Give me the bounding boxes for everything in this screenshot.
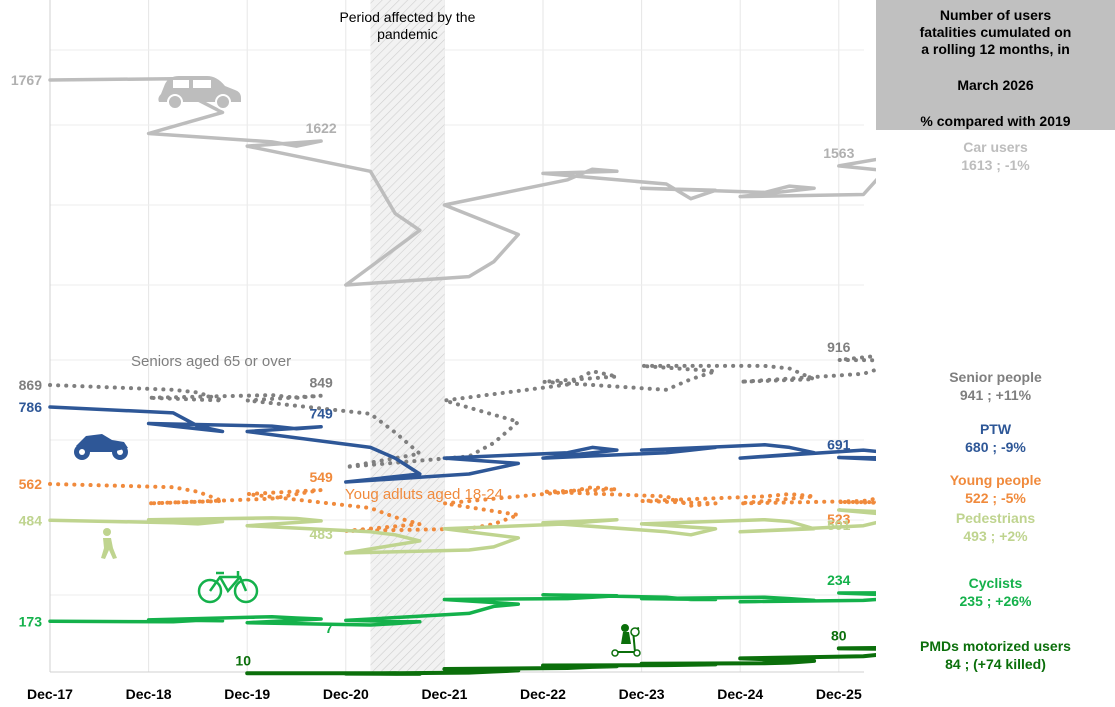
legend-cyclists-name: Cyclists: [968, 575, 1023, 591]
point-label-cyclists: 173: [19, 613, 43, 629]
legend-young-people: Young people 522 ; -5%: [876, 471, 1115, 507]
pandemic-label-line-2: pandemic: [377, 26, 438, 42]
series-line-senior-people: [48, 353, 876, 469]
legend-car-users: Car users 1613 ; -1%: [876, 138, 1115, 174]
point-label-car-users: 1767: [11, 72, 42, 88]
x-tick-labels: Dec-17 Dec-18 Dec-19 Dec-20 Dec-21 Dec-22 Dec-…: [27, 686, 862, 702]
point-labels: 1767 1622 1563 869 849 916 786 749 691 562 549 523 4…: [11, 72, 855, 668]
legend-ptw-detail: 680 ; -9%: [965, 439, 1026, 455]
point-label-senior-people: 849: [309, 375, 333, 391]
bicycle-icon: [197, 571, 259, 604]
series-line-cyclists: [48, 591, 876, 627]
info-panel: Number of users fatalities cumulated on …: [876, 0, 1115, 130]
legend-cyclists: Cyclists 235 ; +26%: [876, 574, 1115, 610]
point-label-young-people: 523: [827, 511, 851, 527]
scooter-icon: [611, 624, 641, 657]
series-line-ptw: [48, 405, 876, 484]
annotation-young-adults: Youg adluts aged 18-24: [345, 486, 503, 503]
x-tick-label: Dec-20: [323, 686, 369, 702]
legend-pedestrians: Pedestrians 493 ; +2%: [876, 509, 1115, 545]
x-tick-label: Dec-19: [224, 686, 270, 702]
legend-senior-people-name: Senior people: [949, 369, 1042, 385]
point-label-senior-people: 869: [19, 377, 43, 393]
legend-young-people-detail: 522 ; -5%: [965, 490, 1026, 506]
panel-month: March 2026: [957, 77, 1034, 93]
point-label-pedestrians: 484: [19, 512, 43, 528]
point-label-senior-people: 916: [827, 339, 851, 355]
panel-title-line-1: Number of users: [939, 7, 1052, 23]
point-label-pedestrians: 483: [309, 526, 333, 542]
point-label-ptw: 786: [19, 399, 43, 415]
point-label-ptw: 749: [309, 406, 333, 422]
legend-pmds: PMDs motorized users 84 ; (+74 killed): [876, 637, 1115, 673]
x-tick-label: Dec-24: [717, 686, 763, 702]
series-lines: [48, 76, 876, 676]
legend-pedestrians-detail: 493 ; +2%: [963, 528, 1028, 544]
motorcycle-icon: [74, 434, 128, 460]
car-icon: [158, 76, 241, 110]
series-line-car-users: [48, 76, 876, 287]
point-label-young-people: 562: [19, 476, 43, 492]
pedestrian-icon: [101, 528, 117, 559]
x-tick-label: Dec-22: [520, 686, 566, 702]
x-tick-label: Dec-17: [27, 686, 73, 702]
legend-senior-people: Senior people 941 ; +11%: [876, 368, 1115, 404]
series-line-pedestrians: [48, 508, 876, 555]
point-label-car-users: 1563: [823, 145, 854, 161]
point-label-pmds-motorized-users: 10: [235, 652, 251, 668]
point-label-car-users: 1622: [306, 120, 337, 136]
legend-car-users-detail: 1613 ; -1%: [961, 157, 1030, 173]
legend-ptw-name: PTW: [979, 421, 1012, 437]
line-chart: Period affected by the pandemic 1767 1622…: [11, 0, 876, 702]
point-label-pmds-motorized-users: 80: [831, 627, 847, 643]
legend-senior-people-detail: 941 ; +11%: [959, 387, 1032, 403]
pandemic-label-line-1: Period affected by the: [339, 9, 475, 25]
legend-young-people-name: Young people: [949, 472, 1042, 488]
pandemic-shaded-period: [370, 0, 445, 672]
legend-ptw: PTW 680 ; -9%: [876, 420, 1115, 456]
legend-pmds-name: PMDs motorized users: [920, 638, 1071, 654]
panel-comparison: % compared with 2019: [920, 113, 1071, 129]
legend-pmds-detail: 84 ; (+74 killed): [945, 656, 1046, 672]
series-line-young-people: [48, 482, 876, 533]
legend-car-users-name: Car users: [963, 139, 1028, 155]
x-tick-label: Dec-21: [421, 686, 467, 702]
panel-title-line-3: a rolling 12 months, in: [921, 41, 1070, 57]
point-label-pedestrians: 501: [827, 517, 851, 533]
point-label-cyclists: 234: [827, 572, 851, 588]
legend-pedestrians-name: Pedestrians: [955, 510, 1036, 526]
legend-cyclists-detail: 235 ; +26%: [959, 593, 1032, 609]
series-line-pmds-motorized-users: [245, 645, 876, 676]
point-label-ptw: 691: [827, 437, 851, 453]
x-tick-label: Dec-23: [619, 686, 665, 702]
point-label-cyclists: 7: [325, 620, 333, 636]
panel-title-line-2: fatalities cumulated on: [919, 24, 1072, 40]
annotation-seniors: Seniors aged 65 or over: [131, 353, 291, 370]
gridlines: [49, 0, 864, 673]
point-label-young-people: 549: [309, 469, 333, 485]
x-tick-label: Dec-25: [816, 686, 862, 702]
x-tick-label: Dec-18: [126, 686, 172, 702]
